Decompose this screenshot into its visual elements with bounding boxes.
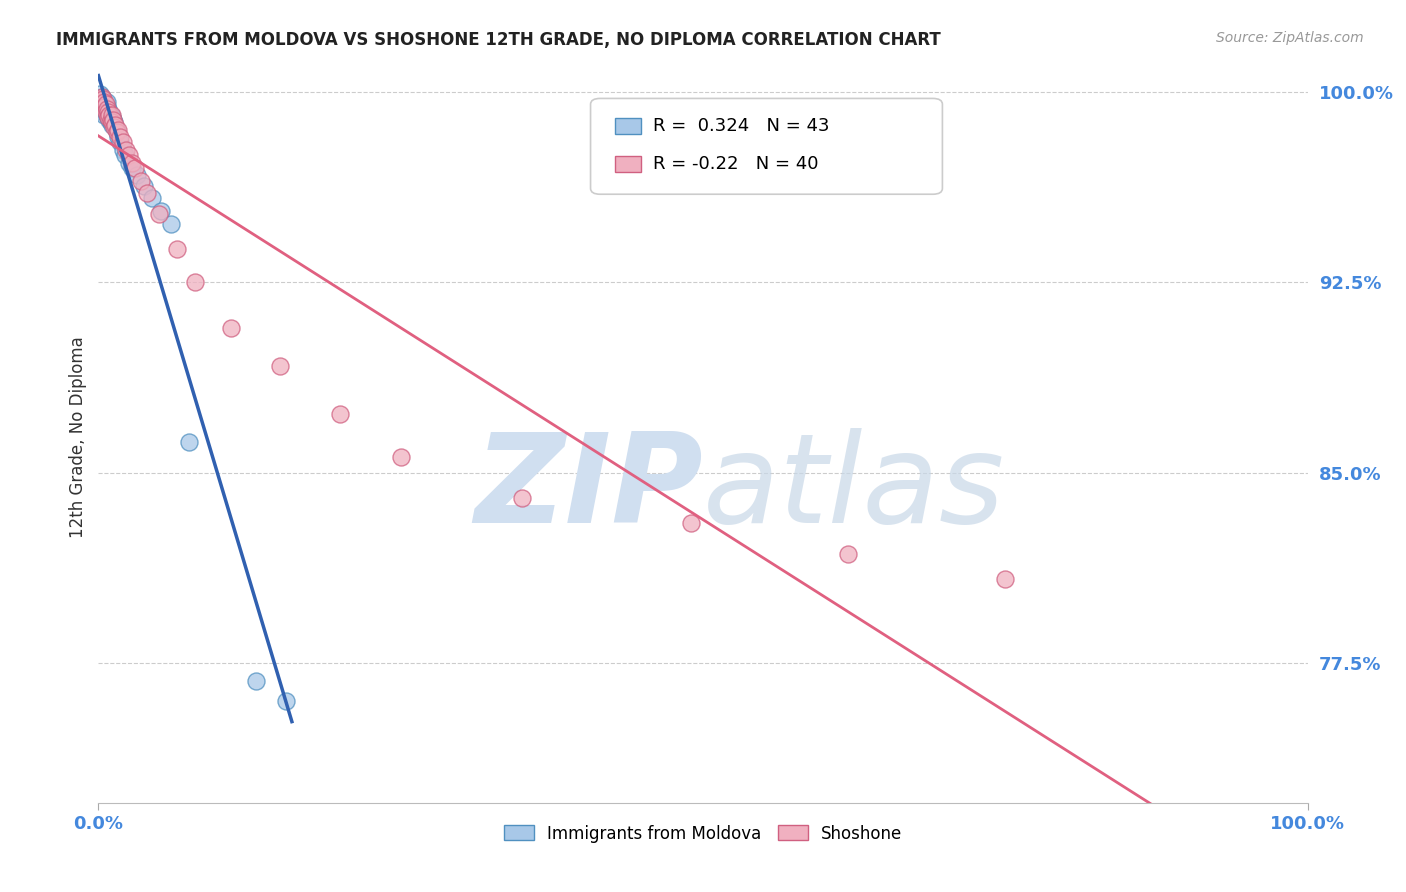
Point [101, 112, 124, 127]
Point [148, 206, 170, 220]
Point [679, 516, 702, 531]
Point [837, 547, 859, 561]
Point [100, 107, 122, 121]
Point [127, 169, 149, 183]
Point [91, 92, 114, 106]
Text: atlas: atlas [703, 428, 1005, 549]
Point [96, 100, 118, 114]
Point [97, 110, 120, 124]
Text: ZIP: ZIP [474, 428, 703, 549]
Point [100, 118, 122, 132]
Point [111, 143, 134, 157]
Point [121, 161, 143, 175]
Point [97, 103, 120, 117]
Point [100, 110, 122, 124]
Point [100, 115, 122, 129]
Point [93, 95, 115, 109]
Point [100, 112, 122, 127]
Point [91, 89, 114, 103]
Point [111, 136, 134, 150]
Point [510, 491, 533, 505]
Point [100, 107, 122, 121]
Point [179, 435, 201, 450]
Point [160, 217, 183, 231]
Point [129, 173, 152, 187]
Point [89, 92, 111, 106]
Point [91, 97, 114, 112]
Point [103, 115, 125, 129]
Point [89, 87, 111, 102]
Point [93, 107, 115, 121]
Point [97, 110, 120, 124]
FancyBboxPatch shape [591, 98, 942, 194]
Point [105, 125, 128, 139]
Point [274, 694, 297, 708]
Point [115, 143, 138, 157]
Point [96, 95, 118, 109]
Point [94, 105, 117, 120]
Point [107, 122, 129, 136]
Point [94, 105, 117, 120]
Point [121, 156, 143, 170]
Point [98, 112, 121, 127]
Point [91, 97, 114, 112]
Point [118, 156, 141, 170]
Point [93, 103, 115, 117]
Point [90, 95, 112, 109]
Legend: Immigrants from Moldova, Shoshone: Immigrants from Moldova, Shoshone [496, 818, 910, 849]
Point [97, 105, 120, 120]
Point [994, 572, 1017, 586]
Point [98, 107, 121, 121]
Point [124, 161, 146, 175]
Point [135, 186, 157, 201]
Point [141, 191, 163, 205]
Y-axis label: 12th Grade, No Diploma: 12th Grade, No Diploma [69, 336, 87, 538]
Point [108, 130, 131, 145]
Point [90, 95, 112, 109]
Point [108, 136, 131, 150]
Point [184, 275, 207, 289]
Point [94, 97, 117, 112]
Point [91, 92, 114, 106]
Point [93, 95, 115, 109]
Point [91, 89, 114, 103]
Point [100, 115, 122, 129]
Text: R =  0.324   N = 43: R = 0.324 N = 43 [654, 117, 830, 136]
Point [118, 148, 141, 162]
Point [91, 105, 114, 120]
Point [104, 120, 127, 135]
Point [329, 407, 352, 421]
Point [114, 148, 136, 162]
Point [104, 118, 127, 132]
Point [91, 100, 114, 114]
Point [166, 242, 188, 256]
Point [105, 125, 128, 139]
Point [134, 178, 156, 193]
Bar [614, 156, 641, 172]
Point [150, 204, 173, 219]
Point [389, 450, 412, 465]
Point [91, 103, 114, 117]
Text: R = -0.22   N = 40: R = -0.22 N = 40 [654, 155, 818, 173]
Point [98, 105, 121, 120]
Point [96, 107, 118, 121]
Point [101, 112, 124, 127]
Point [107, 130, 129, 145]
Point [90, 92, 112, 106]
Bar [614, 118, 641, 135]
Point [269, 359, 291, 373]
Point [93, 100, 115, 114]
Text: IMMIGRANTS FROM MOLDOVA VS SHOSHONE 12TH GRADE, NO DIPLOMA CORRELATION CHART: IMMIGRANTS FROM MOLDOVA VS SHOSHONE 12TH… [56, 31, 941, 49]
Point [96, 103, 118, 117]
Text: Source: ZipAtlas.com: Source: ZipAtlas.com [1216, 31, 1364, 45]
Point [103, 120, 125, 135]
Point [94, 97, 117, 112]
Point [245, 673, 267, 688]
Point [221, 321, 243, 335]
